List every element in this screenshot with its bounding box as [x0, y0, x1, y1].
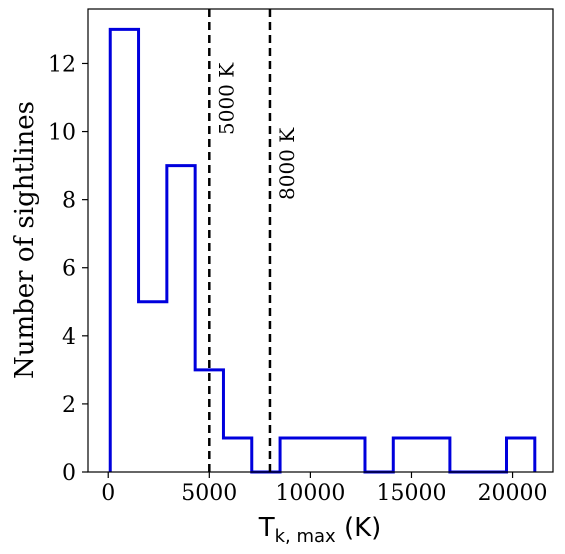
- plot-background: [88, 9, 553, 472]
- y-tick-label: 10: [48, 121, 76, 146]
- y-tick-label: 6: [62, 257, 76, 282]
- reference-lines: 5000 K 8000 K: [208, 9, 299, 472]
- x-axis-label-unit: (K): [336, 513, 382, 543]
- y-tick-label: 2: [62, 393, 76, 418]
- reference-line-label: 8000 K: [275, 127, 299, 200]
- x-axis-ticks: 0 5000 10000 15000 20000: [101, 472, 548, 506]
- reference-line-label: 5000 K: [214, 62, 238, 135]
- plot-frame: [87, 8, 554, 473]
- y-tick-label: 0: [62, 461, 76, 486]
- x-tick-label: 10000: [275, 481, 345, 506]
- x-axis-label-main: T: [258, 513, 275, 543]
- x-axis-label-subscript: k, max: [275, 526, 336, 547]
- y-tick-label: 12: [48, 52, 76, 77]
- x-tick-label: 0: [101, 481, 115, 506]
- x-tick-label: 20000: [478, 481, 548, 506]
- y-axis-ticks: 0 2 4 6 8 10 12: [48, 52, 88, 486]
- x-tick-label: 15000: [376, 481, 446, 506]
- y-axis-label: Number of sightlines: [10, 101, 40, 379]
- x-tick-label: 5000: [181, 481, 237, 506]
- x-axis-label: Tk, max (K): [258, 513, 382, 547]
- y-tick-label: 4: [62, 325, 76, 350]
- y-tick-label: 8: [62, 189, 76, 214]
